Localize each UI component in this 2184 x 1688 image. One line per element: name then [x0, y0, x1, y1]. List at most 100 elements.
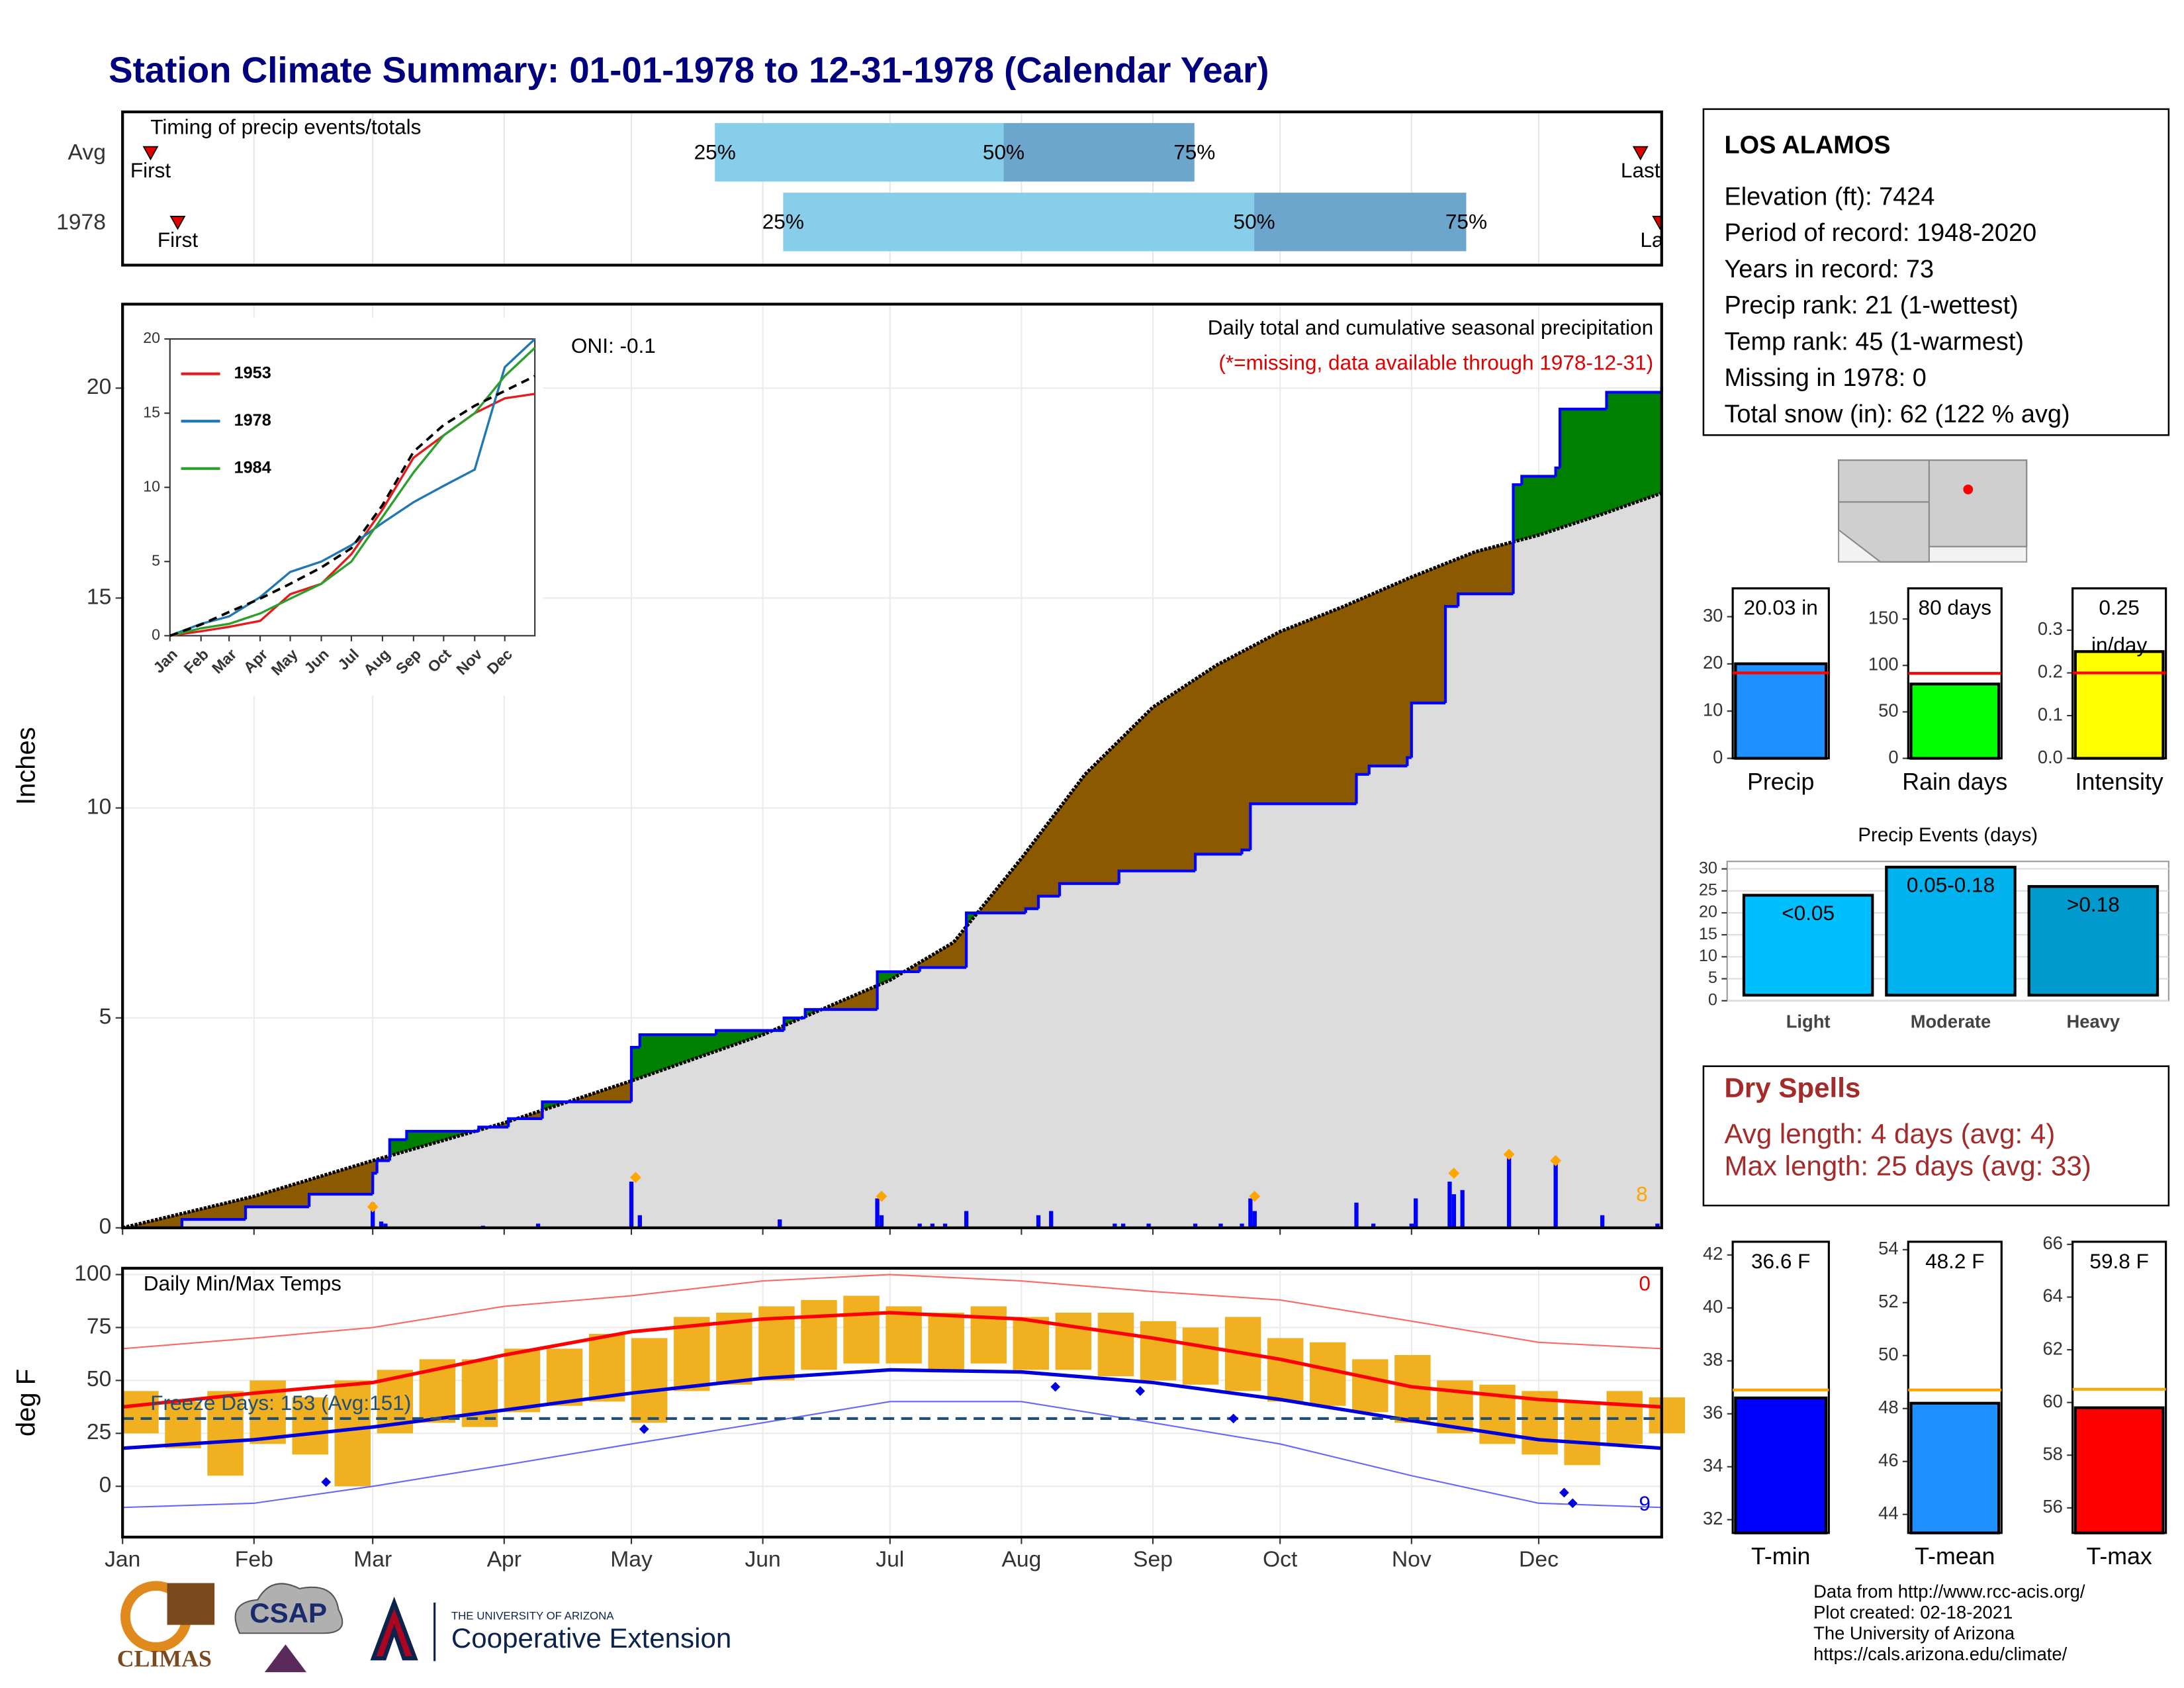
daily-temp-bar [631, 1338, 668, 1423]
daily-temp-bar [1013, 1317, 1050, 1370]
cumulative-step [1558, 407, 1607, 468]
x-tick-label: Oct [1263, 1548, 1298, 1572]
daily-temp-bar [207, 1391, 244, 1476]
value-label: 36.6 F [1751, 1249, 1810, 1273]
y-tick-label: 36 [1703, 1402, 1723, 1423]
daily-precip-bar [1460, 1190, 1465, 1228]
daily-temp-bar [843, 1295, 880, 1364]
cumulative-step [405, 1129, 479, 1140]
daily-precip-bar [1120, 1223, 1126, 1228]
credit-line: Data from http://www.rcc-acis.org/ [1813, 1581, 2085, 1601]
cumulative-step [1058, 882, 1119, 896]
x-tick-label: Sep [1133, 1548, 1173, 1572]
station-info: Total snow (in): 62 (122 % avg) [1724, 400, 2070, 428]
station-info: Elevation (ft): 7424 [1724, 183, 1934, 211]
cumulative-step [1520, 475, 1556, 485]
x-tick-label: Mar [353, 1548, 392, 1572]
y-tick-label: 54 [1878, 1238, 1898, 1258]
station-location [1963, 485, 1974, 494]
legend-label: 1978 [234, 411, 271, 430]
summary-bar [1909, 682, 2001, 760]
quartile-bar [1003, 122, 1195, 182]
y-tick-label: 100 [74, 1261, 111, 1286]
value-label: 48.2 F [1925, 1249, 1984, 1273]
timing-title: Timing of precip events/totals [150, 115, 421, 139]
y-tick-label: 20 [143, 329, 160, 346]
y-tick-label: 0 [1713, 747, 1723, 767]
daily-precip-bar [1252, 1211, 1257, 1228]
temp-marker [1135, 1385, 1146, 1396]
extension-name: Cooperative Extension [451, 1622, 731, 1654]
csap-logo: CSAP [250, 1597, 327, 1628]
dry-spells-title: Dry Spells [1724, 1072, 1860, 1103]
daily-precip-bar [1193, 1223, 1198, 1228]
x-tick-label: Jun [745, 1548, 780, 1572]
climas-mark [167, 1583, 215, 1625]
y-tick-label: 50 [1878, 1344, 1898, 1364]
plot-frame [121, 110, 1663, 267]
category-label: T-max [2086, 1543, 2152, 1570]
timing-marker [142, 146, 159, 161]
daily-precip-bar [1218, 1223, 1223, 1228]
cumulative-step [638, 1033, 717, 1048]
dry-spell-info: Avg length: 4 days (avg: 4) [1724, 1118, 2055, 1149]
cumulative-step [1193, 853, 1242, 871]
summary-bar [1734, 662, 1828, 760]
temp-marker [1567, 1498, 1578, 1509]
plot-frame [121, 303, 1663, 1229]
daily-temp-bar [122, 1391, 159, 1434]
timing-marker-label: First [158, 228, 199, 252]
cumulative-step [307, 1192, 373, 1207]
station-name: LOS ALAMOS [1724, 132, 1890, 160]
cumulative-step [1443, 605, 1459, 704]
y-tick-label: 0 [152, 626, 160, 643]
summary-bar [2073, 1406, 2165, 1534]
series-line [169, 347, 536, 637]
quartile-bar [715, 122, 1004, 182]
climas-logo: CLIMAS [117, 1646, 212, 1672]
cumulative-step [782, 1016, 805, 1031]
dry-spells-frame [1702, 1065, 2170, 1207]
avg-max-line [122, 1311, 1662, 1409]
record-high-line [122, 1274, 1662, 1350]
summary-bar [1909, 1401, 2001, 1534]
daily-precip-bar [379, 1221, 384, 1228]
daily-temp-bar [1267, 1338, 1304, 1402]
cumulative-step [244, 1205, 310, 1220]
timing-marker [1632, 146, 1649, 161]
cumulative-step [1036, 894, 1060, 909]
daily-precip-bar [637, 1215, 642, 1228]
cumulative-step [1367, 765, 1408, 774]
row-label: Avg [68, 140, 106, 165]
station-info: Missing in 1978: 0 [1724, 364, 1926, 392]
event-bar [2027, 885, 2160, 997]
timing-marker-label: Last [1621, 158, 1661, 182]
x-tick-label: Jul [876, 1548, 904, 1572]
x-tick-label: Apr [487, 1548, 522, 1572]
y-tick-label: 32 [1703, 1508, 1723, 1528]
page-title: Station Climate Summary: 01-01-1978 to 1… [109, 50, 1269, 91]
dry-spell-info: Max length: 25 days (avg: 33) [1724, 1150, 2091, 1181]
precip-marker [1503, 1149, 1515, 1160]
daily-precip-bar [917, 1223, 922, 1228]
event-bar [1742, 894, 1874, 997]
cumulative-step [1355, 773, 1369, 804]
daily-precip-bar [629, 1182, 634, 1228]
value-label: 20.03 in [1744, 596, 1818, 620]
daily-temp-bar [165, 1401, 201, 1448]
corner-label: 8 [1636, 1182, 1648, 1206]
quartile-label: 50% [983, 140, 1024, 164]
daily-precip-bar [942, 1223, 948, 1228]
daily-precip-bar [1240, 1223, 1244, 1228]
map-states [1838, 459, 2028, 563]
y-tick-label: 40 [1703, 1296, 1723, 1317]
daily-temp-bar [1564, 1401, 1600, 1466]
cumulative-step [1406, 756, 1412, 767]
cumulative-step [1024, 907, 1039, 914]
y-tick-label: 0 [1888, 747, 1898, 767]
station-frame [1702, 108, 2170, 436]
csap-mountain [264, 1644, 307, 1673]
summary-bar [1734, 1396, 1828, 1534]
bin-label: 0.05-0.18 [1907, 873, 1995, 897]
daily-precip-bar [1447, 1182, 1452, 1228]
